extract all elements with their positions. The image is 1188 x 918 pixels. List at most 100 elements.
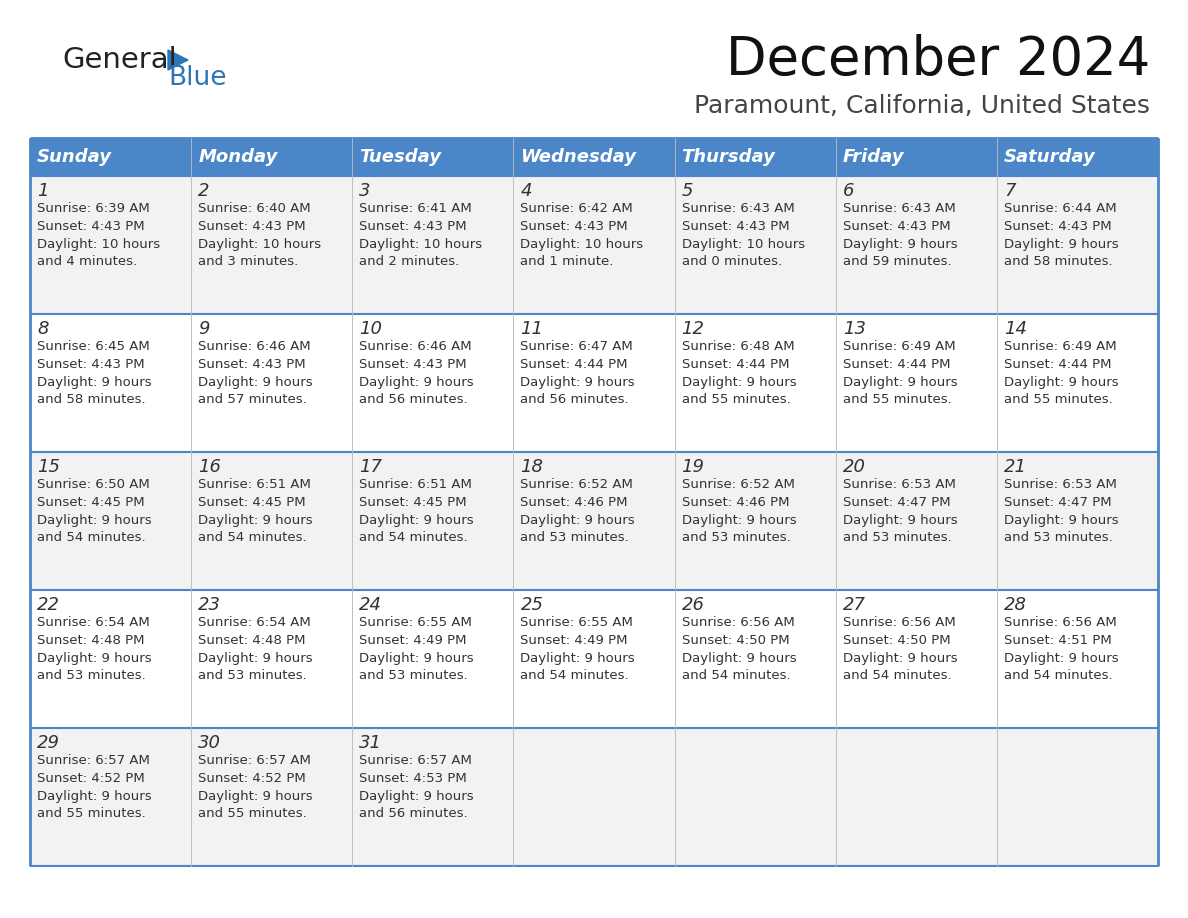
Text: Sunset: 4:45 PM: Sunset: 4:45 PM	[359, 496, 467, 509]
Text: Sunrise: 6:57 AM: Sunrise: 6:57 AM	[198, 754, 311, 767]
Bar	[997, 176, 1158, 314]
Text: 21: 21	[1004, 458, 1026, 476]
Bar	[191, 452, 353, 590]
Text: Daylight: 10 hours: Daylight: 10 hours	[198, 238, 321, 251]
Text: and 53 minutes.: and 53 minutes.	[842, 531, 952, 544]
Text: and 58 minutes.: and 58 minutes.	[1004, 255, 1112, 268]
Text: 11: 11	[520, 320, 543, 338]
Bar	[353, 314, 513, 452]
Bar	[30, 176, 191, 314]
Text: Sunset: 4:43 PM: Sunset: 4:43 PM	[198, 220, 305, 233]
Text: Sunset: 4:48 PM: Sunset: 4:48 PM	[37, 634, 145, 647]
Text: 14: 14	[1004, 320, 1026, 338]
Bar	[191, 728, 353, 866]
Text: Daylight: 9 hours: Daylight: 9 hours	[842, 376, 958, 389]
Text: 16: 16	[198, 458, 221, 476]
Text: Daylight: 9 hours: Daylight: 9 hours	[359, 376, 474, 389]
Text: Sunset: 4:43 PM: Sunset: 4:43 PM	[1004, 220, 1112, 233]
Text: Daylight: 9 hours: Daylight: 9 hours	[1004, 376, 1118, 389]
Text: 9: 9	[198, 320, 209, 338]
Bar	[353, 728, 513, 866]
Text: Daylight: 9 hours: Daylight: 9 hours	[198, 790, 312, 803]
Bar	[30, 138, 191, 176]
Text: and 2 minutes.: and 2 minutes.	[359, 255, 460, 268]
Text: and 55 minutes.: and 55 minutes.	[37, 807, 146, 820]
Text: and 58 minutes.: and 58 minutes.	[37, 393, 146, 406]
Text: Daylight: 9 hours: Daylight: 9 hours	[198, 652, 312, 665]
Text: and 57 minutes.: and 57 minutes.	[198, 393, 307, 406]
Polygon shape	[168, 50, 188, 70]
Bar	[30, 452, 191, 590]
Text: Sunset: 4:49 PM: Sunset: 4:49 PM	[520, 634, 628, 647]
Text: Daylight: 9 hours: Daylight: 9 hours	[37, 376, 152, 389]
Text: 27: 27	[842, 596, 866, 614]
Text: and 54 minutes.: and 54 minutes.	[198, 531, 307, 544]
Text: and 55 minutes.: and 55 minutes.	[1004, 393, 1113, 406]
Bar	[835, 138, 997, 176]
Text: Sunset: 4:43 PM: Sunset: 4:43 PM	[359, 358, 467, 371]
Text: Sunset: 4:43 PM: Sunset: 4:43 PM	[842, 220, 950, 233]
Text: Sunrise: 6:42 AM: Sunrise: 6:42 AM	[520, 202, 633, 215]
Text: Sunset: 4:44 PM: Sunset: 4:44 PM	[682, 358, 789, 371]
Text: and 53 minutes.: and 53 minutes.	[359, 669, 468, 682]
Text: Sunrise: 6:46 AM: Sunrise: 6:46 AM	[198, 340, 311, 353]
Text: and 0 minutes.: and 0 minutes.	[682, 255, 782, 268]
Text: and 3 minutes.: and 3 minutes.	[198, 255, 298, 268]
Bar	[353, 138, 513, 176]
Text: 3: 3	[359, 182, 371, 200]
Text: Sunrise: 6:55 AM: Sunrise: 6:55 AM	[359, 616, 472, 629]
Text: 26: 26	[682, 596, 704, 614]
Text: Sunrise: 6:53 AM: Sunrise: 6:53 AM	[842, 478, 955, 491]
Text: Sunset: 4:47 PM: Sunset: 4:47 PM	[1004, 496, 1112, 509]
Text: and 4 minutes.: and 4 minutes.	[37, 255, 137, 268]
Bar	[835, 314, 997, 452]
Text: Sunrise: 6:53 AM: Sunrise: 6:53 AM	[1004, 478, 1117, 491]
Text: Sunset: 4:46 PM: Sunset: 4:46 PM	[682, 496, 789, 509]
Bar	[675, 314, 835, 452]
Bar	[997, 138, 1158, 176]
Bar	[513, 452, 675, 590]
Text: Sunset: 4:43 PM: Sunset: 4:43 PM	[682, 220, 789, 233]
Text: Sunrise: 6:54 AM: Sunrise: 6:54 AM	[198, 616, 311, 629]
Text: Sunset: 4:43 PM: Sunset: 4:43 PM	[198, 358, 305, 371]
Bar	[835, 590, 997, 728]
Bar	[513, 314, 675, 452]
Text: Sunrise: 6:45 AM: Sunrise: 6:45 AM	[37, 340, 150, 353]
Bar	[30, 590, 191, 728]
Text: Sunrise: 6:44 AM: Sunrise: 6:44 AM	[1004, 202, 1117, 215]
Text: Sunrise: 6:50 AM: Sunrise: 6:50 AM	[37, 478, 150, 491]
Text: Sunset: 4:44 PM: Sunset: 4:44 PM	[520, 358, 628, 371]
Text: 22: 22	[37, 596, 61, 614]
Bar	[835, 452, 997, 590]
Text: Sunset: 4:47 PM: Sunset: 4:47 PM	[842, 496, 950, 509]
Text: 28: 28	[1004, 596, 1026, 614]
Text: and 53 minutes.: and 53 minutes.	[1004, 531, 1113, 544]
Text: 25: 25	[520, 596, 543, 614]
Text: General: General	[62, 46, 177, 74]
Text: Monday: Monday	[198, 148, 278, 166]
Text: Sunday: Sunday	[37, 148, 112, 166]
Text: 12: 12	[682, 320, 704, 338]
Text: Daylight: 9 hours: Daylight: 9 hours	[682, 652, 796, 665]
Text: and 54 minutes.: and 54 minutes.	[842, 669, 952, 682]
Text: Paramount, California, United States: Paramount, California, United States	[694, 94, 1150, 118]
Text: Sunset: 4:50 PM: Sunset: 4:50 PM	[842, 634, 950, 647]
Text: and 53 minutes.: and 53 minutes.	[198, 669, 307, 682]
Bar	[997, 314, 1158, 452]
Text: Sunset: 4:52 PM: Sunset: 4:52 PM	[37, 772, 145, 785]
Bar	[675, 452, 835, 590]
Text: 4: 4	[520, 182, 532, 200]
Text: Sunrise: 6:43 AM: Sunrise: 6:43 AM	[842, 202, 955, 215]
Text: and 54 minutes.: and 54 minutes.	[359, 531, 468, 544]
Text: Sunrise: 6:54 AM: Sunrise: 6:54 AM	[37, 616, 150, 629]
Text: Sunrise: 6:52 AM: Sunrise: 6:52 AM	[520, 478, 633, 491]
Text: Sunrise: 6:49 AM: Sunrise: 6:49 AM	[1004, 340, 1117, 353]
Text: Daylight: 9 hours: Daylight: 9 hours	[520, 376, 636, 389]
Text: Friday: Friday	[842, 148, 904, 166]
Bar	[353, 452, 513, 590]
Text: Sunset: 4:44 PM: Sunset: 4:44 PM	[842, 358, 950, 371]
Text: and 53 minutes.: and 53 minutes.	[682, 531, 790, 544]
Text: Sunset: 4:45 PM: Sunset: 4:45 PM	[37, 496, 145, 509]
Text: December 2024: December 2024	[726, 34, 1150, 86]
Text: Daylight: 9 hours: Daylight: 9 hours	[1004, 238, 1118, 251]
